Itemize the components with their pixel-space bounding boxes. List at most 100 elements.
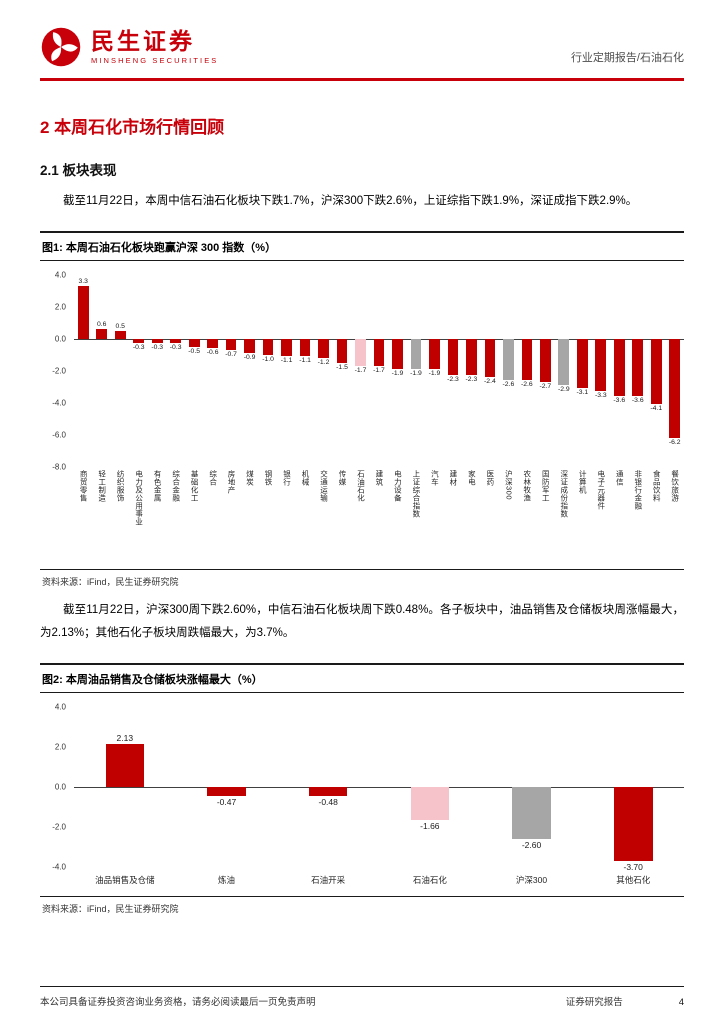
chart-bar xyxy=(170,338,182,344)
y-axis-tick-label: 2.0 xyxy=(54,302,66,312)
chart-bar xyxy=(151,338,163,344)
x-axis-slot: 电子元器件 xyxy=(592,470,610,565)
brand-name-cn: 民生证券 xyxy=(91,27,195,54)
bar-value-label: -0.7 xyxy=(225,350,237,358)
chart-bar xyxy=(632,338,644,397)
x-axis-slot: 煤炭 xyxy=(240,470,258,565)
y-axis-tick-label: -6.0 xyxy=(52,430,66,440)
x-axis-label: 机械 xyxy=(300,469,310,486)
y-axis-tick-label: -4.0 xyxy=(52,862,66,872)
x-axis-label: 钢铁 xyxy=(264,469,274,486)
x-axis-slot: 农林牧渔 xyxy=(518,470,536,565)
x-axis-slot: 炼油 xyxy=(176,870,278,892)
bar-value-label: -1.66 xyxy=(420,820,440,831)
chart-bar xyxy=(429,338,440,369)
x-axis-slot: 综合 xyxy=(203,470,221,565)
x-axis-slot: 石油石化 xyxy=(379,870,481,892)
industry-weekly-change-bar-chart: 4.0 2.0 0.0 -2.0 -4.0 -6.0 -8.0 3.3 0.6 0.5 -0.3 -0… xyxy=(40,270,684,565)
bar-slot: -2.60 xyxy=(481,707,583,867)
chart-bar xyxy=(318,338,329,358)
x-axis-label: 食品饮料 xyxy=(652,469,662,502)
y-axis: 4.0 2.0 0.0 -2.0 -4.0 -6.0 -8.0 xyxy=(40,270,70,471)
chart-bar xyxy=(77,285,89,339)
chart-bar xyxy=(447,338,459,376)
report-type-label: 行业定期报告/石油石化 xyxy=(570,52,684,64)
sub-sector-weekly-change-bar-chart: 4.0 2.0 0.0 -2.0 -4.0 2.13 -0.47 -0.48 -1.66 -2.6… xyxy=(40,702,684,892)
bar-value-label: -2.3 xyxy=(447,376,459,384)
y-axis-tick-label: -4.0 xyxy=(52,398,66,408)
bar-slot: -2.3 xyxy=(444,275,462,467)
x-axis-label: 煤炭 xyxy=(245,469,255,486)
chart-bar xyxy=(207,786,246,797)
x-axis-slot: 计算机 xyxy=(573,470,591,565)
zero-axis-line xyxy=(74,786,684,788)
bar-slot: 0.5 xyxy=(111,275,129,467)
bar-value-label: -0.5 xyxy=(188,347,200,355)
bar-slot: -1.2 xyxy=(314,275,332,467)
y-axis-tick-label: 2.0 xyxy=(54,742,66,752)
bar-slot: 2.13 xyxy=(74,707,176,867)
chart-bar xyxy=(576,338,588,389)
bar-value-label: -2.6 xyxy=(502,381,515,389)
chart-bar xyxy=(262,338,274,355)
bar-value-label: -2.7 xyxy=(539,382,552,390)
bar-value-label: 0.5 xyxy=(115,322,125,330)
bar-value-label: -1.9 xyxy=(410,369,422,377)
bar-value-label: -1.5 xyxy=(336,363,348,371)
bar-value-label: -3.6 xyxy=(631,397,644,405)
bar-value-label: -2.4 xyxy=(484,377,496,385)
x-axis-label: 通信 xyxy=(615,469,625,486)
x-axis-label: 建筑 xyxy=(374,469,384,486)
x-axis-label: 银行 xyxy=(282,469,292,486)
figure-1-source: 资料来源：iFind，民生证券研究院 xyxy=(42,576,179,587)
bar-value-label: -1.9 xyxy=(391,369,404,377)
chart-bar xyxy=(595,338,607,392)
bars-row: 2.13 -0.47 -0.48 -1.66 -2.60 -3.70 xyxy=(74,707,684,872)
x-axis-slot: 传媒 xyxy=(333,470,351,565)
y-axis: 4.0 2.0 0.0 -2.0 -4.0 xyxy=(40,702,70,871)
chart-bar xyxy=(650,338,662,405)
page-header: 民生证券 MINSHENG SECURITIES 行业定期报告/石油石化 xyxy=(0,0,724,76)
x-axis-label: 汽车 xyxy=(430,469,440,486)
bar-slot: -0.7 xyxy=(222,275,240,467)
x-axis-slot: 汽车 xyxy=(425,470,443,565)
bar-slot: -1.9 xyxy=(388,275,406,467)
paragraph-2: 截至11月22日，沪深300周下跌2.60%，中信石油石化板块周下跌0.48%。… xyxy=(40,603,684,640)
bar-value-label: -2.6 xyxy=(521,381,533,389)
x-axis-slot: 家电 xyxy=(462,470,480,565)
x-axis-slot: 深证成份指数 xyxy=(555,470,573,565)
chart-bar xyxy=(114,330,126,339)
bar-slot: -1.5 xyxy=(333,275,351,467)
bar-value-label: -0.3 xyxy=(132,344,145,352)
x-axis-slot: 机械 xyxy=(296,470,314,565)
chart-bar xyxy=(373,338,385,366)
x-axis-label: 石油石化 xyxy=(356,469,366,502)
chart-bar xyxy=(207,338,218,349)
page-number: 4 xyxy=(678,997,684,1008)
chart-bar xyxy=(521,338,533,381)
x-axis-slot: 餐饮旅游 xyxy=(666,470,684,565)
x-axis-slot: 其他石化 xyxy=(582,870,684,892)
bar-value-label: 3.3 xyxy=(78,277,88,285)
x-axis-slot: 石油石化 xyxy=(351,470,369,565)
bar-slot: -3.6 xyxy=(610,275,628,467)
bar-slot: -3.70 xyxy=(582,707,684,872)
bar-value-label: -2.9 xyxy=(557,385,570,393)
x-axis-slot: 通信 xyxy=(610,470,628,565)
x-axis-slot: 银行 xyxy=(277,470,295,565)
x-axis-label: 上证综合指数 xyxy=(411,469,421,518)
chart-bar xyxy=(512,786,551,839)
x-axis-slot: 建材 xyxy=(444,470,462,565)
chart-bar xyxy=(281,338,292,357)
bar-value-label: -3.1 xyxy=(576,389,589,397)
x-axis-label: 非银行金融 xyxy=(633,469,643,510)
bar-value-label: -1.9 xyxy=(428,369,441,377)
bar-value-label: -1.2 xyxy=(317,358,330,366)
brand-name-en: MINSHENG SECURITIES xyxy=(91,56,219,66)
bar-value-label: -0.47 xyxy=(216,797,237,808)
chart-bar xyxy=(355,338,366,366)
brand-text: 民生证券 MINSHENG SECURITIES xyxy=(91,27,219,66)
bar-slot: -1.0 xyxy=(259,275,277,467)
bar-slot: -1.7 xyxy=(351,275,369,467)
